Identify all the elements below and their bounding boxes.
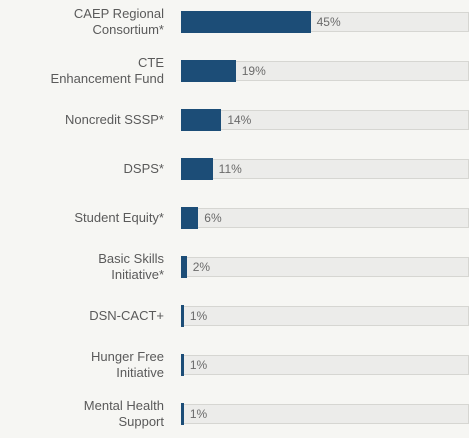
category-label: CTE Enhancement Fund [50,55,164,86]
value-label: 19% [241,64,266,78]
bar-track [181,208,469,228]
value-label: 11% [218,162,242,176]
bar-track [181,306,469,326]
bar-track [181,110,469,130]
category-label: Hunger Free Initiative [91,349,164,380]
value-label: 1% [189,358,208,372]
value-label: 2% [192,260,211,274]
bar [181,11,311,33]
category-label: Mental Health Support [83,398,164,429]
bar [181,109,222,131]
category-label: Student Equity* [74,210,164,225]
bar [181,158,213,180]
bar [181,207,199,229]
bar [181,60,236,82]
category-label: DSN-CACT+ [89,308,164,323]
bar [181,354,184,376]
bar-track [181,257,469,277]
value-label: 14% [227,113,252,127]
value-label: 1% [189,407,208,421]
category-label: Noncredit SSSP* [65,112,164,127]
value-label: 6% [204,211,222,225]
category-label: CAEP Regional Consortium* [73,6,164,37]
value-label: 45% [316,15,341,29]
bar-track [181,355,469,375]
bar [181,305,184,327]
bar-track [181,404,469,424]
category-label: Basic Skills Initiative* [98,251,164,282]
bar [181,403,184,425]
bar [181,256,187,278]
value-label: 1% [189,309,208,323]
category-label: DSPS* [123,161,164,176]
